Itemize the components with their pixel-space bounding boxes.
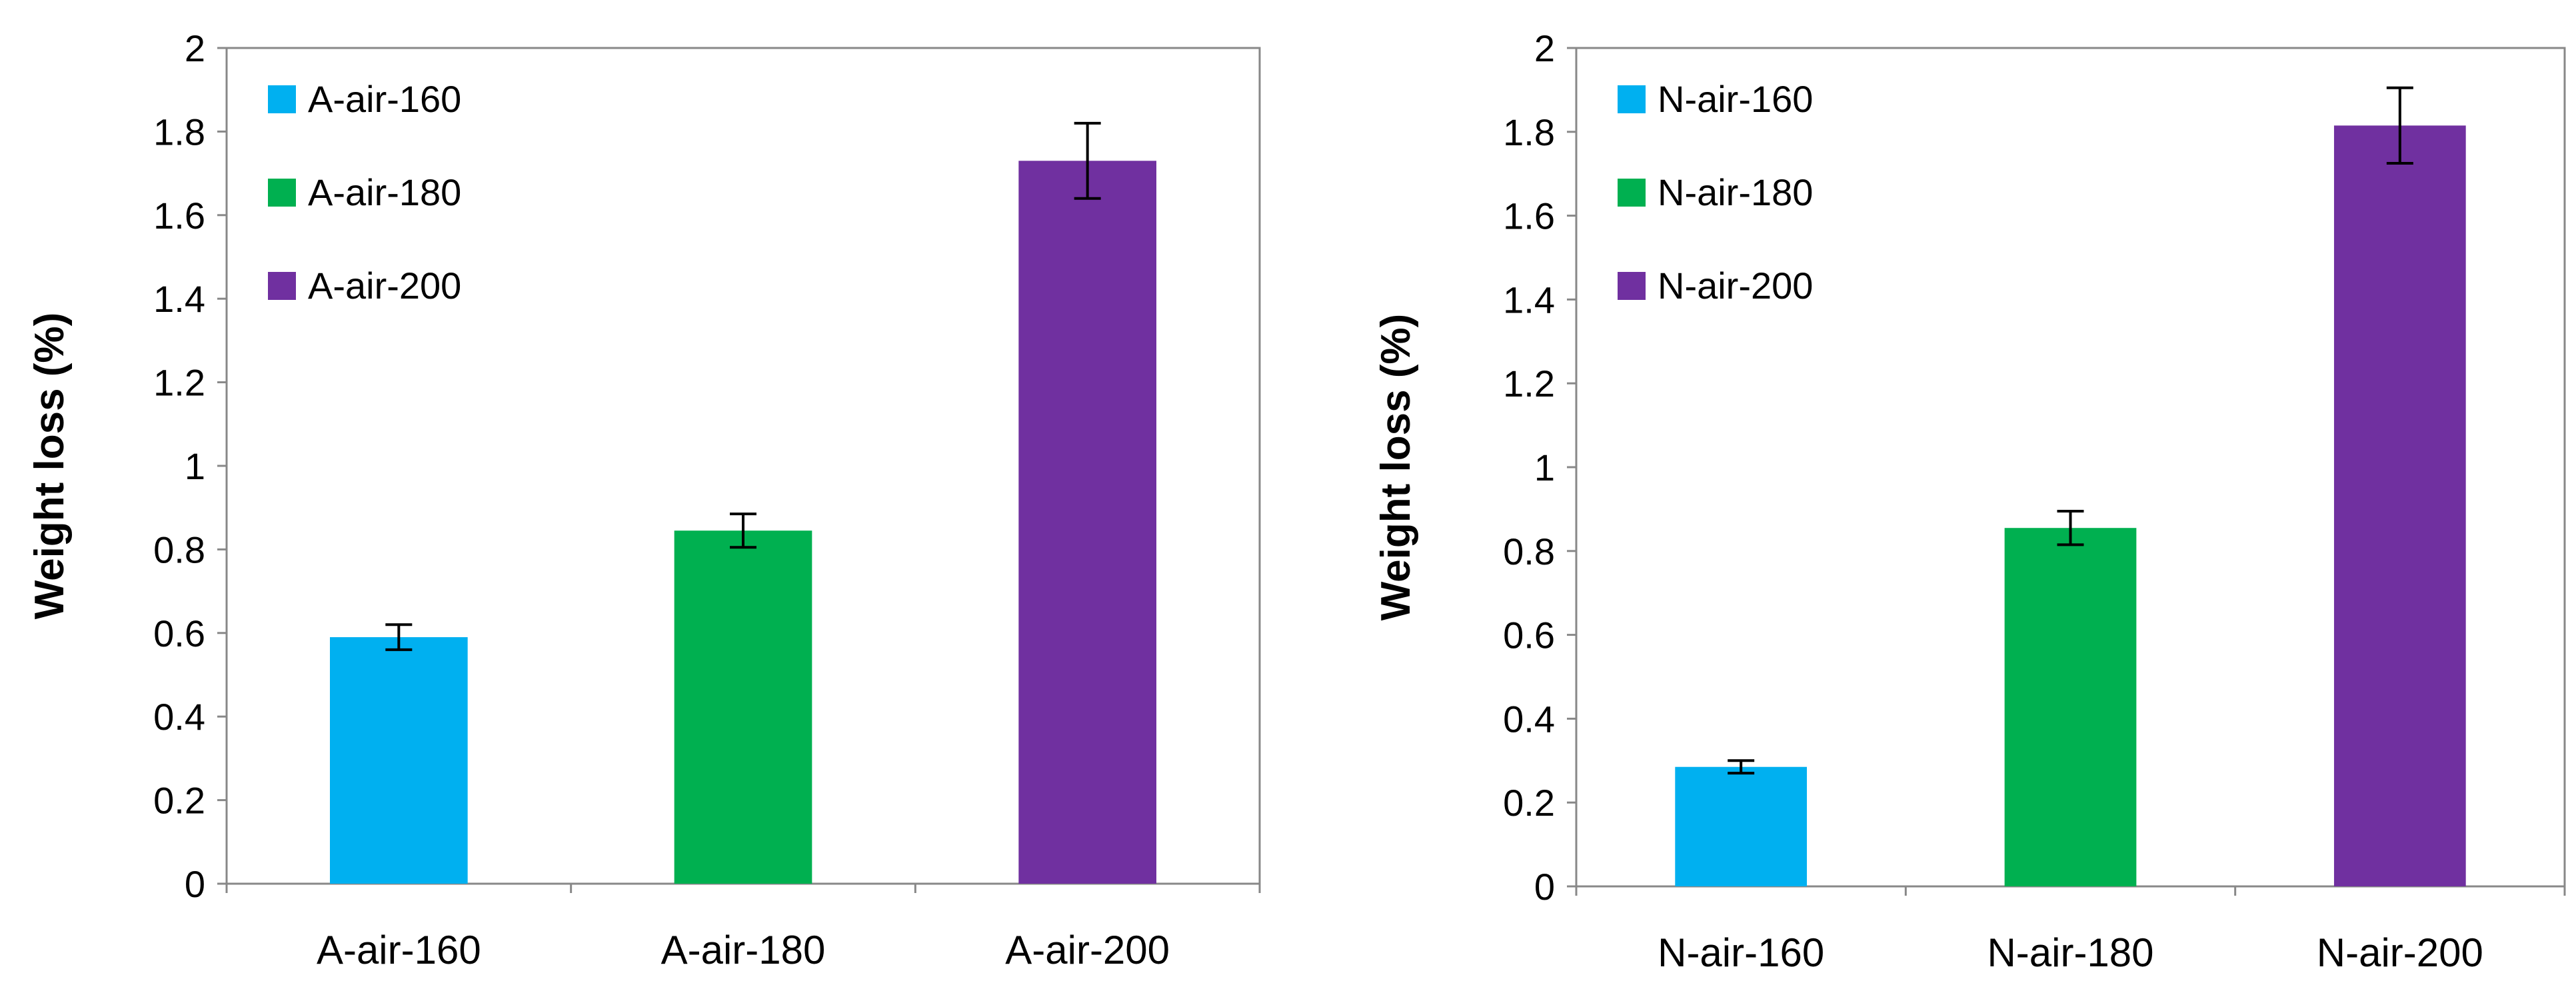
- y-tick-label: 1.8: [1503, 111, 1555, 153]
- y-tick-label: 0.8: [153, 528, 205, 570]
- y-tick-label: 0.2: [153, 780, 205, 822]
- y-tick-label: 0.6: [153, 612, 205, 654]
- legend-label: N-air-160: [1658, 78, 1813, 120]
- bar: [2333, 125, 2466, 887]
- x-category-label: N-air-180: [1987, 930, 2153, 975]
- y-tick-label: 0.4: [153, 696, 205, 738]
- legend-label: A-air-200: [308, 265, 461, 307]
- legend-label: N-air-180: [1658, 171, 1813, 213]
- chart-panel-right: 0 0.2 0.4 0.6 0.8 1 1.2 1.4 1.6 1.8 2 Weight loss (…: [1373, 27, 2566, 975]
- bar: [1675, 766, 1808, 886]
- legend-swatch: [1618, 85, 1646, 113]
- x-category-label: A-air-200: [1005, 928, 1170, 972]
- legend-swatch: [268, 272, 296, 300]
- bar: [1018, 161, 1156, 884]
- y-tick-label: 1.6: [153, 195, 205, 237]
- legend-swatch: [268, 85, 296, 113]
- y-tick-label: 1.4: [153, 278, 205, 320]
- y-tick-label: 1: [1534, 447, 1555, 489]
- legend-swatch: [1618, 272, 1646, 300]
- y-tick-label: 1.2: [153, 362, 205, 404]
- y-tick-label: 0.8: [1503, 530, 1555, 572]
- x-category-label: N-air-200: [2317, 930, 2483, 975]
- y-tick-label: 2: [1534, 27, 1555, 69]
- bar: [330, 637, 468, 884]
- x-category-label: A-air-160: [317, 928, 481, 972]
- x-category-label: A-air-180: [661, 928, 826, 972]
- chart-panel-left: 0 0.2 0.4 0.6 0.8 1 1.2 1.4 1.6 1.8 2 Weight loss (…: [27, 27, 1261, 972]
- legend-swatch: [268, 179, 296, 207]
- y-tick-label: 0: [1534, 866, 1555, 908]
- legend-label: N-air-200: [1658, 265, 1813, 307]
- y-tick-label: 1.6: [1503, 195, 1555, 237]
- y-tick-label: 1.4: [1503, 279, 1555, 321]
- x-category-label: N-air-160: [1658, 930, 1824, 975]
- legend-swatch: [1618, 179, 1646, 207]
- bar: [2004, 528, 2137, 886]
- y-tick-label: 0: [185, 863, 205, 905]
- y-tick-label: 0.6: [1503, 614, 1555, 656]
- y-tick-label: 0.4: [1503, 698, 1555, 740]
- y-tick-label: 2: [185, 27, 205, 69]
- y-tick-label: 1.2: [1503, 363, 1555, 405]
- legend-label: A-air-160: [308, 78, 461, 120]
- y-tick-label: 0.2: [1503, 782, 1555, 824]
- y-axis-title: Weight loss (%): [1373, 314, 1419, 620]
- y-tick-label: 1.8: [153, 111, 205, 153]
- y-tick-label: 1: [185, 445, 205, 487]
- legend-label: A-air-180: [308, 171, 461, 213]
- bar: [674, 530, 812, 884]
- y-axis-title: Weight loss (%): [27, 313, 73, 619]
